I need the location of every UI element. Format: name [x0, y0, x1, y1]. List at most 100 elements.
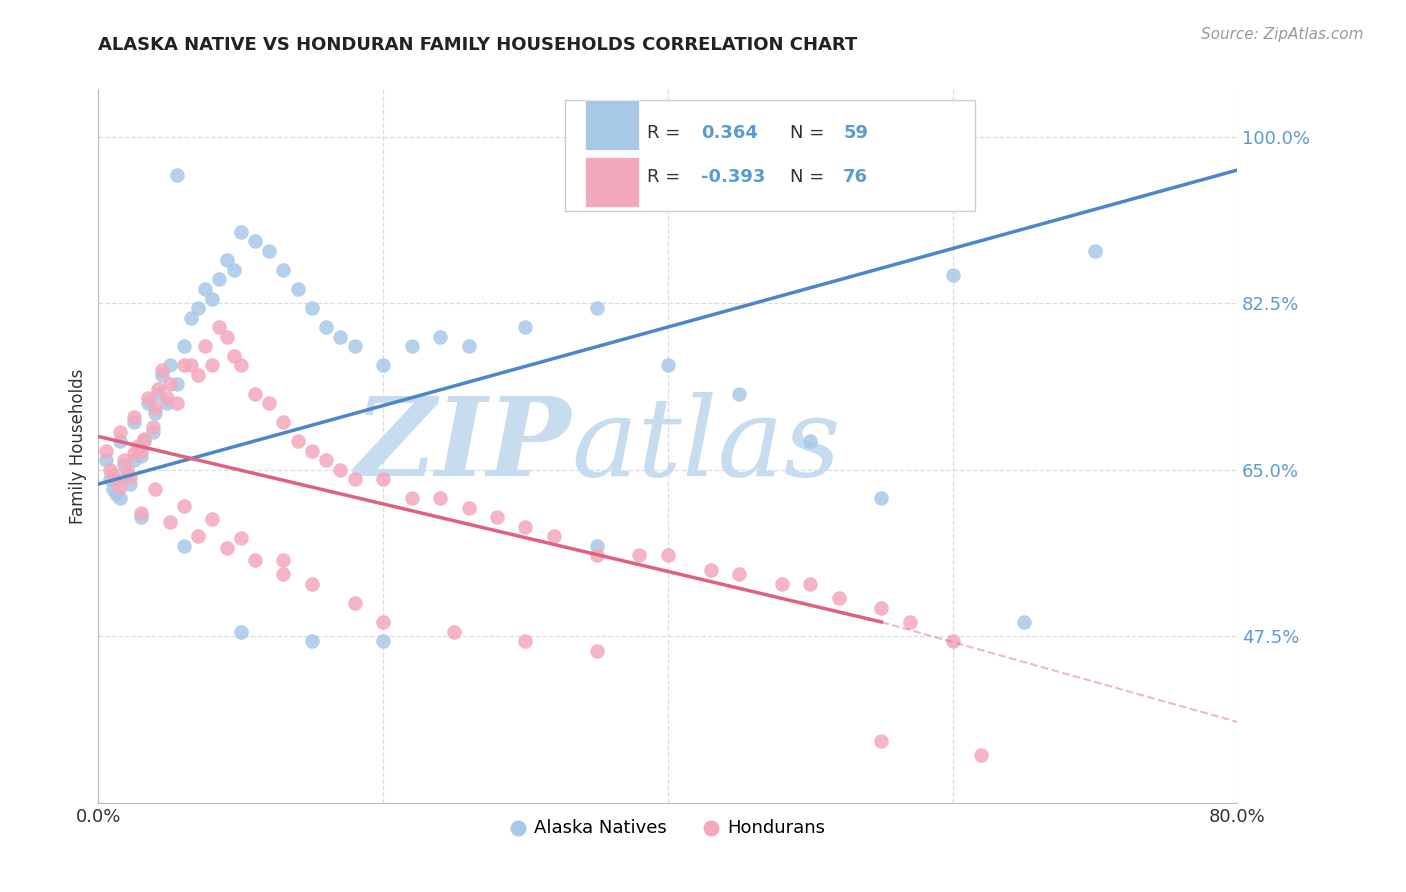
Point: [215, 329, 238, 343]
Point: [301, 443, 323, 458]
Point: [329, 329, 352, 343]
Point: [770, 577, 793, 591]
Point: [208, 272, 231, 286]
Point: [122, 453, 145, 467]
Point: [315, 320, 337, 334]
Point: [173, 539, 195, 553]
Point: [215, 541, 238, 555]
Point: [159, 358, 181, 372]
Point: [173, 499, 195, 513]
Point: [215, 253, 238, 268]
Point: [657, 549, 679, 563]
Point: [132, 433, 155, 447]
Point: [457, 339, 479, 353]
Point: [136, 396, 159, 410]
Point: [287, 282, 309, 296]
Point: [148, 382, 170, 396]
Point: [112, 458, 135, 472]
Point: [259, 396, 281, 410]
Point: [970, 748, 993, 763]
Point: [401, 491, 423, 506]
Point: [315, 453, 337, 467]
Point: [373, 634, 395, 648]
Point: [628, 549, 651, 563]
Text: 59: 59: [844, 124, 869, 142]
Point: [127, 439, 149, 453]
Point: [118, 470, 141, 484]
Text: R =: R =: [647, 169, 686, 186]
Point: [148, 386, 170, 401]
Point: [108, 434, 131, 449]
Text: atlas: atlas: [571, 392, 841, 500]
Point: [229, 225, 252, 239]
Point: [728, 567, 751, 582]
Point: [515, 520, 537, 534]
Point: [180, 358, 202, 372]
Point: [98, 472, 121, 486]
Text: 76: 76: [844, 169, 869, 186]
Point: [870, 491, 893, 506]
Point: [166, 396, 188, 410]
Text: -0.393: -0.393: [700, 169, 765, 186]
Point: [243, 386, 266, 401]
Point: [343, 472, 366, 486]
Point: [457, 500, 479, 515]
Point: [429, 491, 451, 506]
Point: [122, 415, 145, 429]
Point: [585, 301, 607, 315]
Point: [166, 168, 188, 182]
FancyBboxPatch shape: [585, 157, 640, 207]
Point: [129, 510, 152, 524]
Point: [152, 363, 174, 377]
Point: [201, 358, 224, 372]
Point: [98, 463, 121, 477]
Point: [486, 510, 509, 524]
Point: [222, 263, 245, 277]
Point: [159, 515, 181, 529]
Point: [101, 467, 124, 482]
Point: [187, 368, 209, 382]
Point: [129, 506, 152, 520]
Point: [373, 615, 395, 629]
Point: [287, 434, 309, 449]
Point: [141, 420, 163, 434]
Point: [728, 386, 751, 401]
Point: [870, 600, 893, 615]
Point: [699, 563, 721, 577]
Text: ZIP: ZIP: [354, 392, 571, 500]
Point: [799, 434, 821, 449]
Point: [104, 486, 127, 500]
Point: [201, 292, 224, 306]
Point: [373, 358, 395, 372]
Point: [799, 577, 821, 591]
Point: [118, 477, 141, 491]
Point: [229, 624, 252, 639]
Point: [101, 482, 124, 496]
Point: [301, 634, 323, 648]
Point: [132, 434, 155, 449]
Point: [180, 310, 202, 325]
Point: [828, 591, 851, 606]
Point: [145, 401, 167, 415]
Point: [122, 445, 145, 459]
Point: [243, 235, 266, 249]
Text: 0.364: 0.364: [700, 124, 758, 142]
Point: [108, 491, 131, 506]
Point: [870, 734, 893, 748]
Point: [129, 449, 152, 463]
Point: [429, 329, 451, 343]
Point: [259, 244, 281, 258]
Point: [145, 482, 167, 496]
Point: [94, 453, 117, 467]
Point: [222, 349, 245, 363]
Point: [585, 539, 607, 553]
Point: [108, 425, 131, 439]
Point: [127, 443, 149, 458]
Text: ALASKA NATIVE VS HONDURAN FAMILY HOUSEHOLDS CORRELATION CHART: ALASKA NATIVE VS HONDURAN FAMILY HOUSEHO…: [98, 36, 858, 54]
Point: [108, 480, 131, 494]
Point: [194, 282, 217, 296]
Point: [156, 396, 179, 410]
Point: [657, 358, 679, 372]
Point: [104, 474, 127, 488]
Point: [122, 410, 145, 425]
